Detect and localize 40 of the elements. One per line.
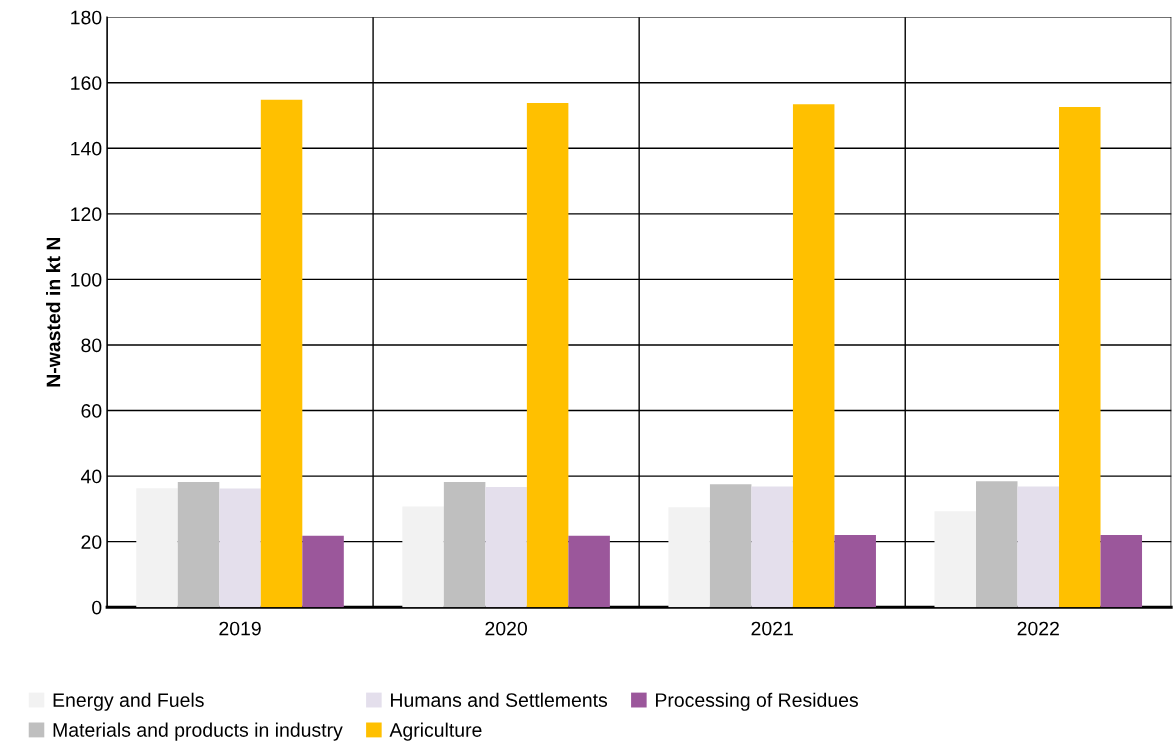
bar: [219, 488, 261, 608]
bar: [1017, 486, 1060, 608]
bar: [668, 507, 710, 608]
bar: [177, 482, 220, 608]
bar: [260, 99, 303, 608]
bar: [485, 486, 527, 608]
y-axis-title: N-wasted in kt N: [46, 237, 61, 387]
y-tick-label: 100: [71, 272, 102, 287]
legend-label: Materials and products in industry: [53, 722, 343, 741]
x-tick-label: 2021: [751, 621, 793, 636]
x-tick-label: 2019: [219, 621, 261, 636]
y-tick-label: 20: [81, 535, 102, 549]
legend-label: Processing of Residues: [656, 692, 858, 711]
y-tick-label: 80: [81, 338, 102, 353]
y-tick-label: 160: [71, 76, 102, 90]
y-tick-label: 0: [92, 600, 102, 615]
bar: [302, 535, 344, 608]
bar: [443, 482, 486, 608]
y-tick-label: 40: [80, 469, 102, 484]
y-tick-label: 120: [71, 207, 102, 222]
x-tick-label: 2022: [1017, 621, 1059, 636]
bar: [568, 535, 610, 608]
bar: [1059, 106, 1101, 608]
bar: [976, 481, 1018, 608]
legend-label: Energy and Fuels: [53, 692, 204, 711]
bar: [792, 104, 835, 608]
y-tick-label: 140: [71, 141, 102, 156]
bar: [1100, 535, 1143, 608]
bar: [709, 484, 752, 608]
legend-label: Humans and Settlements: [391, 692, 608, 707]
bar: [402, 506, 444, 608]
bar: [526, 103, 569, 608]
bar: [136, 488, 178, 608]
x-tick-label: 2020: [485, 621, 527, 636]
y-tick-label: 60: [81, 404, 102, 418]
bar: [934, 511, 976, 608]
bar: [751, 486, 793, 608]
bar: [834, 535, 876, 608]
legend-label: Agriculture: [389, 722, 482, 741]
y-tick-label: 180: [71, 10, 102, 25]
